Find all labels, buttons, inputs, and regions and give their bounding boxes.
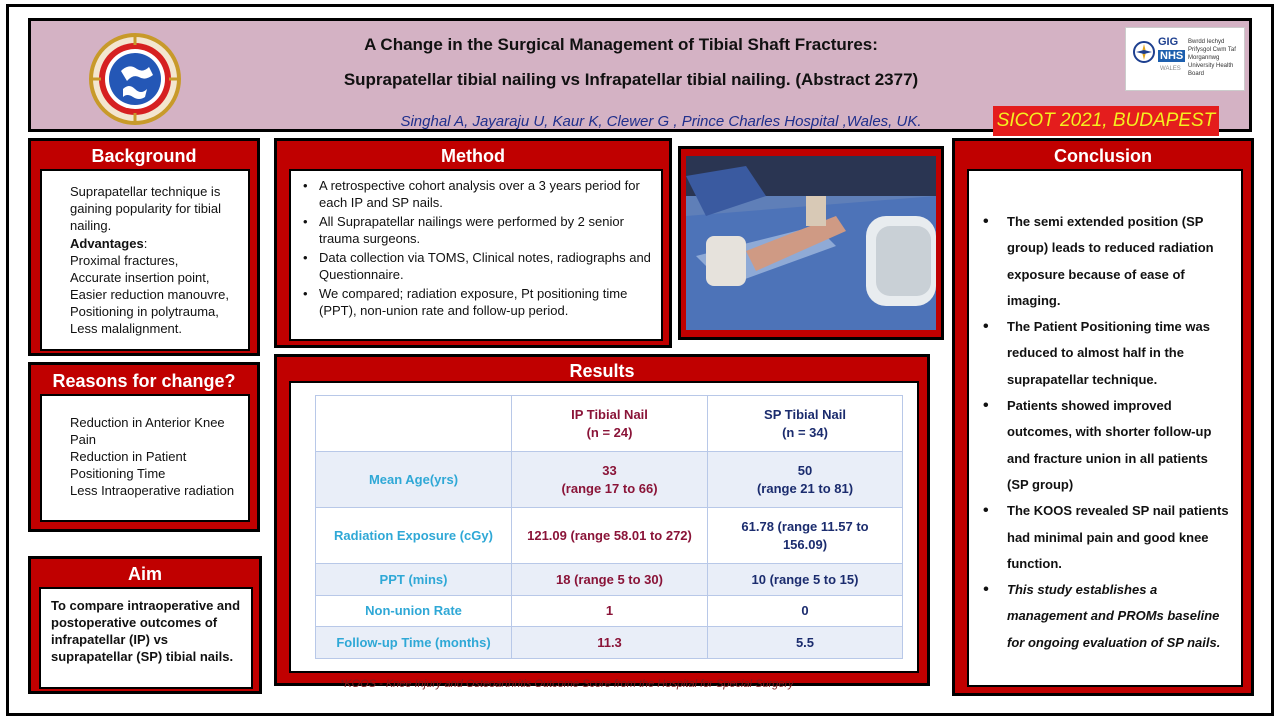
conclusion-box: The semi extended position (SP group) le… [967,169,1243,687]
nhs-wales-logo: GIG NHS WALES Bwrdd Iechyd Prifysgol Cwm… [1125,27,1245,91]
sp-cell-range: (range 21 to 81) [756,480,854,496]
sp-column-n: (n = 34) [782,424,828,440]
aim-heading: Aim [127,564,162,584]
method-box: A retrospective cohort analysis over a 3… [289,169,663,341]
sp-cell: 50 (range 21 to 81) [707,451,903,509]
poster-title-line2: Suprapatellar tibial nailing vs Infrapat… [343,70,919,89]
health-board-mark-icon [1133,41,1155,63]
row-label: Mean Age(yrs) [315,451,512,509]
advantages-label-text: Advantages [70,236,144,251]
table-corner-cell [315,394,512,453]
background-heading: Background [91,146,197,166]
row-label: PPT (mins) [315,563,512,596]
table-row: Follow-up Time (months) 11.3 5.5 [315,626,903,659]
reasons-heading: Reasons for change? [52,371,236,391]
reasons-box: Reduction in Anterior Knee Pain Reductio… [40,394,250,522]
results-panel: Results IP Tibial Nail (n = 24) SP Tibial… [274,354,930,686]
sp-column-title: SP Tibial Nail [764,406,846,422]
ip-cell: 121.09 (range 58.01 to 272) [511,507,708,565]
method-heading: Method [441,146,505,166]
reason-item: Reduction in Anterior Knee Pain [70,415,225,447]
reason-item: Reduction in Patient Positioning Time [70,449,187,481]
ip-cell: 33 (range 17 to 66) [511,451,708,509]
aim-box: To compare intraoperative and postoperat… [39,587,253,689]
poster-header: A Change in the Surgical Management of T… [28,18,1252,136]
table-row: Radiation Exposure (cGy) 121.09 (range 5… [315,507,903,565]
globe-emblem-icon [89,33,181,125]
advantage-item: Easier reduction manouvre, [70,287,229,302]
sp-column-header: SP Tibial Nail (n = 34) [707,394,903,453]
conclusion-final-item: This study establishes a management and … [979,577,1231,656]
row-label: Radiation Exposure (cGy) [315,507,512,565]
author-line: Singhal A, Jayaraju U, Kaur K, Clewer G … [400,113,922,130]
method-item: A retrospective cohort analysis over a 3… [299,177,653,211]
advantage-item: Positioning in polytrauma, [70,304,219,319]
sp-cell-value: 61.78 (range 11.57 to [741,518,869,534]
advantages-colon: : [143,236,148,251]
advantage-item: Less malalignment. [70,321,182,336]
aim-text: To compare intraoperative and postoperat… [51,598,241,664]
poster-title-line1: A Change in the Surgical Management of T… [364,35,878,54]
ip-cell-value: 121.09 (range 58.01 to 272) [527,527,692,543]
method-panel: Method A retrospective cohort analysis o… [274,138,672,348]
ip-column-title: IP Tibial Nail [571,406,648,422]
ip-cell-range: (range 17 to 66) [561,480,658,496]
results-heading: Results [569,361,635,381]
table-row: Mean Age(yrs) 33 (range 17 to 66) 50 (rang… [315,451,903,509]
nhs-logo-org-text: Bwrdd Iechyd Prifysgol Cwm Taf Morgannwg… [1188,39,1236,77]
results-box: IP Tibial Nail (n = 24) SP Tibial Nail (n … [289,381,919,673]
method-item: We compared; radiation exposure, Pt posi… [299,285,653,319]
conclusion-item: Patients showed improved outcomes, with … [979,393,1231,498]
background-panel: Background Suprapatellar technique is ga… [28,138,260,356]
conclusion-heading: Conclusion [1054,146,1152,166]
reasons-panel: Reasons for change? Reduction in Anterio… [28,362,260,532]
ip-column-header: IP Tibial Nail (n = 24) [511,394,708,453]
ip-cell: 18 (range 5 to 30) [511,563,708,596]
method-item: All Suprapatellar nailings were performe… [299,213,653,247]
row-label: Follow-up Time (months) [315,626,512,659]
ip-cell: 1 [511,594,708,628]
surgical-photo-icon [686,156,936,330]
conference-badge: SICOT 2021, BUDAPEST [993,106,1219,136]
results-table: IP Tibial Nail (n = 24) SP Tibial Nail (n … [315,394,903,659]
advantage-item: Proximal fractures, [70,253,179,268]
nhs-logo-nhs: NHS [1158,50,1186,62]
ip-column-n: (n = 24) [586,424,633,440]
conclusion-item: The semi extended position (SP group) le… [979,209,1231,314]
row-label: Non-union Rate [315,594,512,628]
ip-cell-value: 33 [602,462,617,478]
table-row: PPT (mins) 18 (range 5 to 30) 10 (range … [315,563,903,596]
sp-cell: 61.78 (range 11.57 to 156.09) [707,507,903,565]
poster-frame [6,4,1274,716]
conclusion-item: The KOOS revealed SP nail patients had m… [979,498,1231,577]
nhs-logo-wales: WALES [1160,66,1181,72]
conclusion-item: The Patient Positioning time was reduced… [979,314,1231,393]
koos-footnote: *KOOS - Knee Injury and Osteoarthritis O… [340,678,794,690]
reason-item: Less Intraoperative radiation [70,483,235,498]
sp-cell-value: 50 [797,462,813,478]
table-row: Non-union Rate 1 0 [315,594,903,628]
conclusion-panel: Conclusion The semi extended position (S… [952,138,1254,696]
sp-cell: 0 [707,594,903,628]
background-intro: Suprapatellar technique is gaining popul… [70,184,222,233]
table-header-row: IP Tibial Nail (n = 24) SP Tibial Nail (n … [315,394,903,453]
background-box: Suprapatellar technique is gaining popul… [40,169,250,351]
sp-cell-range: 156.09) [782,536,828,552]
advantages-label: Advantages: [70,235,238,252]
aim-panel: Aim To compare intraoperative and postop… [28,556,262,694]
sp-cell: 10 (range 5 to 15) [707,563,903,596]
advantage-item: Accurate insertion point, [70,270,210,285]
nhs-logo-gig: GIG [1158,36,1179,48]
sp-cell: 5.5 [707,626,903,659]
method-item: Data collection via TOMS, Clinical notes… [299,249,653,283]
ip-cell: 11.3 [511,626,708,659]
